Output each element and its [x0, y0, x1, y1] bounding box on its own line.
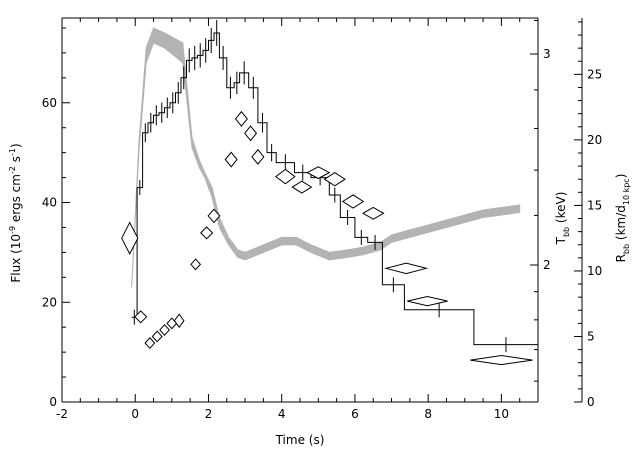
tbb-axis-title: Tbb (keV): [554, 192, 571, 246]
rbb-tick-label: 10: [587, 264, 602, 278]
radius-point: [159, 323, 170, 336]
rbb-tick-label: 15: [587, 198, 602, 212]
radius-point: [341, 194, 365, 209]
radius-point: [362, 206, 385, 220]
radius-point: [190, 258, 202, 271]
radius-point: [323, 172, 346, 187]
radius-point: [470, 354, 533, 366]
x-tick-label: 0: [131, 407, 139, 421]
radius-point: [234, 110, 248, 127]
flux-tick-label: 20: [42, 295, 57, 309]
radius-point: [121, 221, 139, 255]
rbb-tick-label: 5: [587, 329, 595, 343]
radius-point: [173, 313, 185, 329]
tbb-tick-label: 2: [543, 258, 551, 272]
x-tick-label: 2: [205, 407, 213, 421]
rbb-tick-label: 25: [587, 67, 602, 81]
radius-point: [407, 295, 448, 307]
x-tick-label: 8: [424, 407, 432, 421]
radius-point: [200, 226, 214, 240]
x-tick-label: 4: [278, 407, 286, 421]
radius-point: [207, 208, 221, 224]
radius-point: [251, 148, 265, 165]
plot-area: [121, 20, 538, 366]
rbb-tick-label: 0: [587, 395, 595, 409]
rbb-axis-title: Rbb (km/d10 kpc): [614, 174, 631, 263]
radius-point: [306, 166, 331, 180]
radius-point: [151, 330, 163, 343]
rbb-tick-label: 20: [587, 133, 602, 147]
radius-point: [134, 310, 148, 324]
x-tick-label: 10: [494, 407, 509, 421]
radius-point: [144, 337, 156, 350]
radius-point: [291, 180, 313, 194]
flux-axis-title: Flux (10-9 ergs cm-2 s-1): [8, 143, 23, 282]
radius-point: [384, 262, 429, 275]
radius-point: [274, 168, 296, 185]
axes: [61, 17, 583, 403]
x-tick-label: -2: [56, 407, 68, 421]
flux-tick-label: 0: [49, 395, 57, 409]
flux-tick-label: 40: [42, 196, 57, 210]
radius-point: [244, 125, 258, 142]
radius-point: [224, 151, 238, 168]
flux-tick-label: 60: [42, 96, 57, 110]
x-tick-label: 6: [351, 407, 359, 421]
x-axis-title: Time (s): [275, 433, 325, 447]
temperature-band: [131, 27, 521, 288]
tbb-tick-label: 3: [543, 47, 551, 61]
